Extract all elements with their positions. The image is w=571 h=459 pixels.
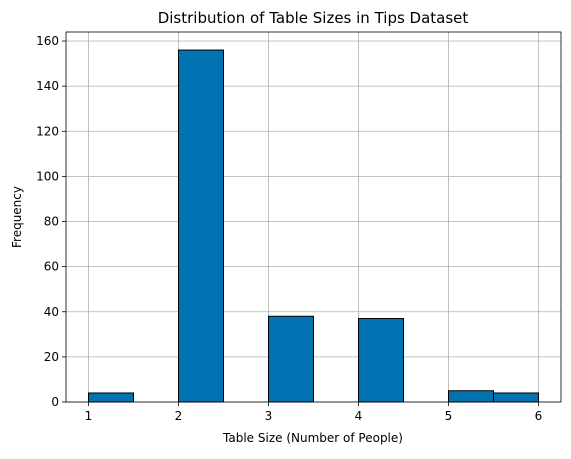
chart-title: Distribution of Table Sizes in Tips Data… bbox=[158, 9, 469, 27]
x-tick-label: 4 bbox=[355, 409, 363, 423]
y-tick-label: 120 bbox=[36, 124, 59, 138]
y-tick-label: 140 bbox=[36, 79, 59, 93]
histogram-bar bbox=[493, 392, 539, 403]
histogram-bar bbox=[88, 392, 134, 403]
x-tick-label: 2 bbox=[175, 409, 183, 423]
histogram-bar bbox=[178, 49, 224, 403]
x-tick-label: 5 bbox=[445, 409, 453, 423]
histogram-bar bbox=[268, 315, 314, 403]
y-tick-label: 80 bbox=[44, 215, 59, 229]
x-axis-label: Table Size (Number of People) bbox=[222, 431, 403, 445]
histogram-bar bbox=[448, 390, 494, 403]
x-tick-label: 3 bbox=[265, 409, 273, 423]
x-tick-label: 6 bbox=[535, 409, 543, 423]
y-tick-label: 20 bbox=[44, 350, 59, 364]
histogram-bar bbox=[358, 318, 404, 403]
y-tick-label: 40 bbox=[44, 305, 59, 319]
y-tick-label: 60 bbox=[44, 260, 59, 274]
y-tick-label: 100 bbox=[36, 169, 59, 183]
bars bbox=[88, 49, 539, 403]
y-tick-label: 0 bbox=[51, 395, 59, 409]
grid-lines bbox=[66, 32, 561, 403]
plot-frame bbox=[65, 31, 562, 403]
x-tick-label: 1 bbox=[85, 409, 93, 423]
y-tick-label: 160 bbox=[36, 34, 59, 48]
y-axis-label: Frequency bbox=[10, 186, 24, 248]
